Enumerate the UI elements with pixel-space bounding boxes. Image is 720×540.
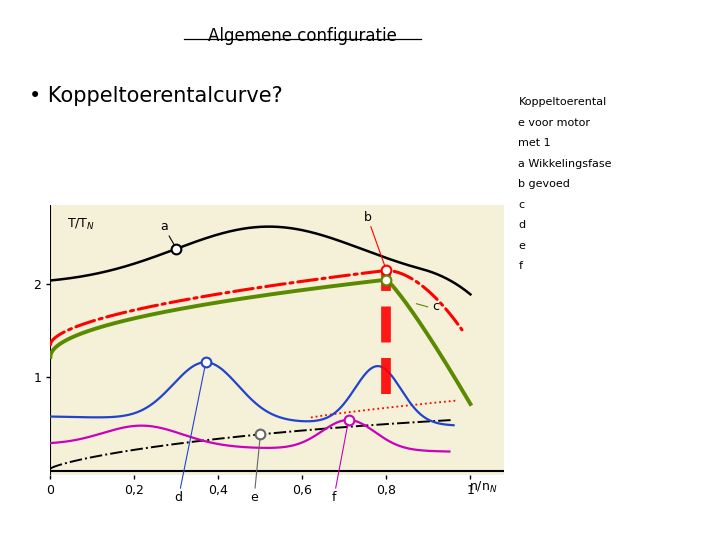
Text: b: b bbox=[364, 211, 385, 266]
Text: f: f bbox=[332, 424, 348, 504]
Text: c: c bbox=[433, 300, 440, 313]
Text: e: e bbox=[518, 241, 526, 251]
Text: b gevoed: b gevoed bbox=[518, 179, 570, 190]
Text: met 1: met 1 bbox=[518, 138, 551, 149]
Text: Koppeltoerental: Koppeltoerental bbox=[518, 97, 607, 107]
Text: f: f bbox=[518, 261, 523, 272]
Text: • Koppeltoerentalcurve?: • Koppeltoerentalcurve? bbox=[29, 86, 282, 106]
Text: n/n$_N$: n/n$_N$ bbox=[469, 480, 498, 495]
Text: e voor motor: e voor motor bbox=[518, 118, 590, 128]
Text: a: a bbox=[160, 220, 174, 245]
Text: T/T$_N$: T/T$_N$ bbox=[67, 217, 95, 232]
Text: a Wikkelingsfase: a Wikkelingsfase bbox=[518, 159, 612, 169]
Text: Algemene configuratie: Algemene configuratie bbox=[208, 27, 397, 45]
Text: d: d bbox=[174, 366, 205, 504]
Text: c: c bbox=[518, 200, 525, 210]
Text: e: e bbox=[251, 438, 260, 504]
Text: d: d bbox=[518, 220, 526, 231]
